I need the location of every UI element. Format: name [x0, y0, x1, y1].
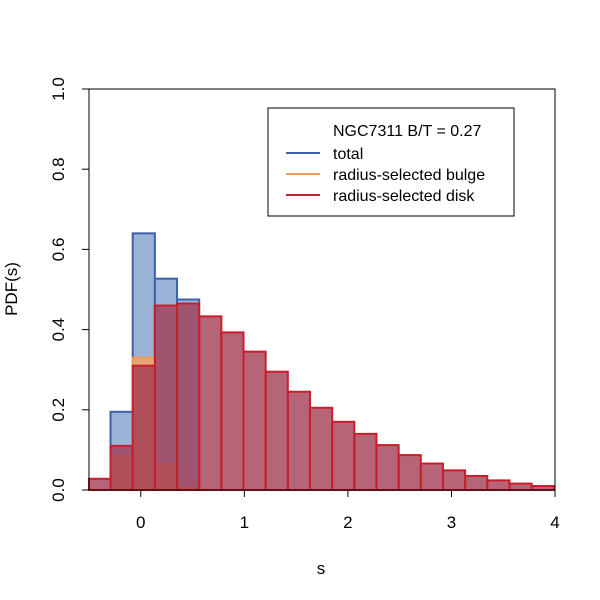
bar-2-4 [176, 302, 201, 491]
y-axis: 0.0 0.2 0.4 0.6 0.8 1.0 [49, 77, 89, 502]
legend: NGC7311 B/T = 0.27 total radius-selected … [267, 107, 515, 217]
bar-2-11 [331, 420, 356, 491]
bar-2-18 [486, 479, 511, 492]
legend-items: total radius-selected bulge radius-selecte… [286, 146, 485, 205]
bar-2-16 [441, 469, 467, 492]
x-tick-label: 1 [240, 513, 249, 532]
y-axis-label: PDF(s) [2, 262, 21, 316]
bar-2-15 [419, 462, 444, 491]
y-tick-label: 0.4 [49, 318, 68, 342]
y-tick-label: 0.2 [49, 398, 68, 422]
x-axis: 0 1 2 3 4 [136, 490, 560, 532]
bar-2-2 [131, 364, 156, 491]
bar-2-19 [508, 482, 533, 492]
bar-2-17 [464, 474, 489, 491]
bar-2-8 [264, 370, 289, 491]
plot-frame [88, 88, 556, 491]
legend-label: radius-selected disk [333, 188, 475, 205]
bar-2-1 [109, 444, 134, 492]
series-radius-selected-disk [88, 302, 555, 492]
bar-2-10 [308, 406, 334, 492]
x-tick-label: 0 [136, 513, 145, 532]
legend-entry: total [286, 146, 363, 163]
legend-box [267, 107, 515, 217]
y-tick-label: 0.0 [49, 478, 68, 502]
legend-label: radius-selected bulge [333, 167, 485, 184]
x-tick-label: 4 [550, 513, 559, 532]
y-tick-label: 1.0 [49, 77, 68, 101]
legend-title: NGC7311 B/T = 0.27 [333, 123, 481, 140]
legend-label: total [333, 146, 363, 163]
bar-2-5 [198, 315, 223, 491]
x-tick-label: 2 [343, 513, 352, 532]
legend-entry: radius-selected bulge [286, 167, 485, 184]
bar-2-3 [153, 304, 179, 492]
bar-2-9 [286, 390, 311, 492]
bar-2-13 [375, 444, 400, 492]
bar-2-12 [353, 432, 378, 491]
x-tick-label: 3 [447, 513, 456, 532]
bar-2-6 [220, 331, 245, 492]
bar-2-14 [397, 454, 422, 492]
legend-entry: radius-selected disk [286, 188, 475, 205]
histogram-bars [88, 232, 555, 492]
bar-2-0 [88, 477, 112, 492]
bar-2-20 [530, 484, 555, 491]
y-tick-label: 0.6 [49, 238, 68, 262]
x-axis-label: s [317, 559, 326, 578]
y-tick-label: 0.8 [49, 157, 68, 181]
bar-2-7 [242, 350, 267, 491]
